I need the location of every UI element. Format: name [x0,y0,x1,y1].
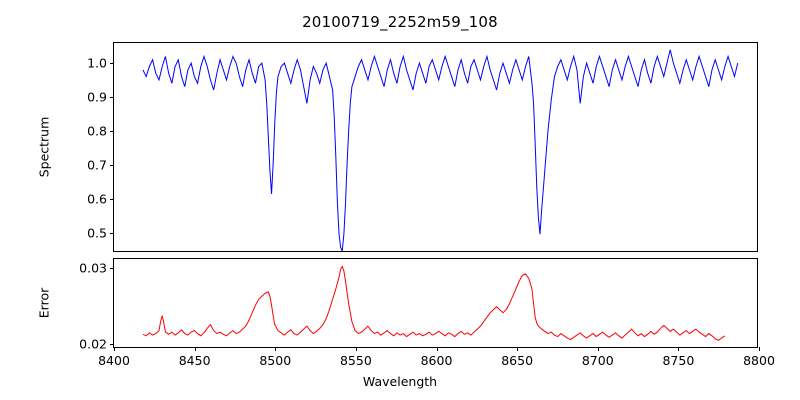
y-tick-label: 0.03 [79,260,107,276]
x-tick-label: 8550 [339,353,372,368]
page-title: 20100719_2252m59_108 [302,13,498,31]
x-tick-mark [275,347,277,351]
y-tick-mark [110,97,114,99]
x-tick-label: 8700 [581,353,614,368]
x-tick-label: 8600 [420,353,453,368]
y-tick-label: 0.9 [87,89,107,105]
y-tick-label: 0.5 [87,225,107,241]
y-tick-mark [110,344,114,346]
y-tick-mark [110,63,114,65]
error-line-plot [114,259,757,347]
spectrum-panel: 0.5 0.6 0.7 0.8 0.9 1.0 [87,42,758,252]
x-tick-label: 8800 [743,353,775,368]
x-tick-label: 8500 [259,353,292,368]
y-tick-mark [110,232,114,234]
x-tick-label: 8750 [662,353,695,368]
y-tick-mark [110,164,114,166]
y-tick-mark [110,268,114,270]
y-tick-label: 0.8 [87,123,107,139]
error-trace [143,266,725,340]
y-tick-label: 0.7 [87,157,107,173]
y-tick-label: 0.02 [79,336,107,352]
x-tick-label: 8650 [501,353,534,368]
x-tick-mark [194,347,196,351]
y-tick-mark [110,131,114,133]
y-tick-label: 1.0 [87,55,107,71]
x-tick-mark [114,347,115,351]
x-tick-mark [597,347,599,351]
y-tick-mark [110,198,114,200]
x-axis-label: Wavelength [362,374,438,389]
x-tick-mark [436,347,438,351]
spectrum-line-plot [114,43,757,251]
x-tick-mark [355,347,357,351]
x-tick-mark [678,347,680,351]
x-tick-mark [517,347,519,351]
error-y-axis-label: Error [36,287,52,319]
x-tick-mark [759,347,760,351]
x-tick-label: 8400 [98,353,130,368]
spectrum-trace [143,50,738,251]
y-tick-label: 0.6 [87,191,107,207]
error-panel: 0.02 0.03 8400 8450 8500 8550 8600 8650 8700 875… [79,258,775,368]
spectrum-y-axis-label: Spectrum [36,116,52,178]
x-tick-label: 8450 [178,353,211,368]
